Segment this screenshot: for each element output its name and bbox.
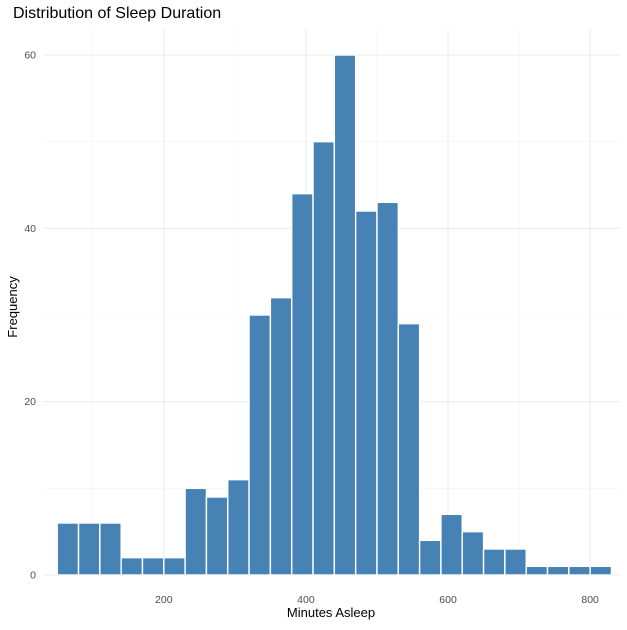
histogram-bar <box>354 210 378 576</box>
x-axis-title: Minutes Asleep <box>287 605 375 620</box>
x-axis-ticks: 200 400 600 800 <box>155 594 599 606</box>
histogram-bar <box>163 556 186 576</box>
histogram-bars <box>56 54 613 576</box>
histogram-bar <box>312 140 336 576</box>
histogram-bar <box>291 192 314 576</box>
histogram-bar <box>504 548 527 576</box>
y-axis-title: Frequency <box>5 276 20 338</box>
histogram-bar <box>205 496 229 576</box>
histogram-bar <box>184 487 208 576</box>
histogram-bar <box>269 296 293 576</box>
histogram-bar <box>248 314 272 576</box>
histogram-bar <box>418 539 442 576</box>
x-tick-label: 400 <box>297 594 315 606</box>
histogram-bar <box>77 522 101 576</box>
chart-title: Distribution of Sleep Duration <box>13 5 221 22</box>
histogram-bar <box>461 530 485 576</box>
histogram-bar <box>56 522 80 576</box>
histogram-bar <box>120 556 144 576</box>
histogram-bar <box>589 565 613 576</box>
histogram-bar <box>440 513 463 576</box>
histogram-bar <box>227 478 250 576</box>
x-tick-label: 200 <box>155 594 173 606</box>
y-tick-label: 60 <box>24 50 36 62</box>
y-axis-ticks: 0 20 40 60 <box>24 50 36 582</box>
histogram-bar <box>376 201 399 576</box>
histogram-bar <box>141 556 165 576</box>
histogram-bar <box>333 54 357 576</box>
histogram-bar <box>525 565 549 576</box>
y-tick-label: 20 <box>24 396 36 408</box>
histogram-bar <box>482 548 506 576</box>
histogram-bar <box>99 522 122 576</box>
x-tick-label: 800 <box>581 594 599 606</box>
histogram-bar <box>546 565 570 576</box>
x-tick-label: 600 <box>439 594 457 606</box>
y-tick-label: 40 <box>24 223 36 235</box>
histogram-bar <box>568 565 591 576</box>
y-tick-label: 0 <box>30 570 36 582</box>
histogram-bar <box>397 322 421 576</box>
